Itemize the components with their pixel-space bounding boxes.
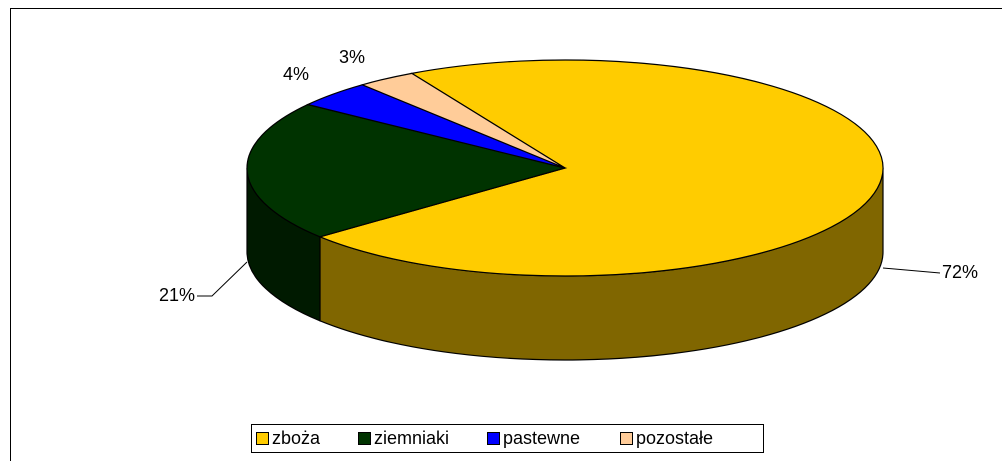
data-label: 72%	[942, 262, 978, 282]
legend-swatch	[358, 432, 371, 445]
data-label: 3%	[339, 47, 365, 67]
pie-slice	[246, 103, 568, 238]
legend-label: zboża	[272, 428, 321, 448]
legend-label: ziemniaki	[374, 428, 449, 448]
leader-line	[882, 267, 941, 274]
legend-swatch	[256, 432, 269, 445]
legend-swatch	[487, 432, 500, 445]
data-label: 21%	[159, 285, 195, 305]
pie-slice	[360, 72, 566, 169]
leader-line	[197, 261, 248, 297]
legend-label: pozostałe	[636, 428, 713, 448]
legend-box	[251, 424, 764, 453]
pie-slice	[318, 59, 884, 277]
data-label: 4%	[283, 64, 309, 84]
legend-swatch	[620, 432, 633, 445]
legend-label: pastewne	[503, 428, 580, 448]
